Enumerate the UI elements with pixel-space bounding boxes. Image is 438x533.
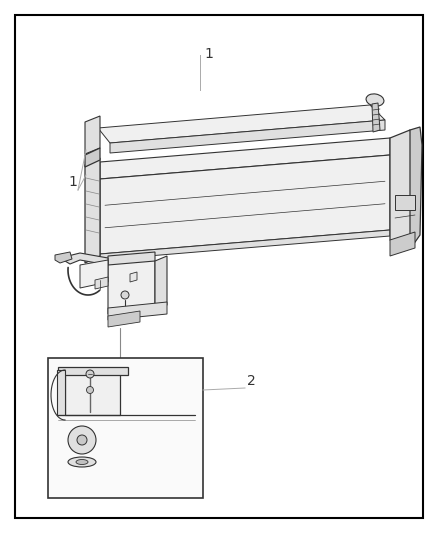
Polygon shape (390, 232, 415, 256)
Ellipse shape (68, 457, 96, 467)
Circle shape (68, 426, 96, 454)
Polygon shape (372, 103, 380, 132)
Polygon shape (85, 148, 100, 167)
Polygon shape (108, 261, 155, 314)
Polygon shape (100, 138, 390, 179)
Bar (395, 195, 415, 210)
Polygon shape (98, 105, 385, 143)
Polygon shape (60, 253, 108, 265)
Polygon shape (95, 277, 108, 289)
Polygon shape (85, 116, 100, 154)
Polygon shape (410, 127, 422, 245)
Ellipse shape (76, 459, 88, 464)
Polygon shape (155, 256, 167, 310)
Polygon shape (58, 367, 128, 375)
Polygon shape (108, 311, 140, 327)
Polygon shape (108, 252, 155, 269)
Polygon shape (80, 260, 108, 288)
Polygon shape (100, 230, 390, 260)
Ellipse shape (366, 94, 384, 106)
Polygon shape (85, 158, 100, 263)
Text: 1: 1 (204, 47, 213, 61)
Polygon shape (108, 302, 167, 320)
Polygon shape (130, 272, 137, 282)
Text: 2: 2 (247, 374, 256, 388)
Circle shape (77, 435, 87, 445)
Polygon shape (110, 120, 385, 153)
Bar (48, 358, 203, 498)
Polygon shape (65, 370, 120, 415)
Polygon shape (100, 155, 390, 254)
Polygon shape (57, 370, 65, 415)
Circle shape (86, 370, 94, 378)
Text: 1: 1 (68, 175, 77, 189)
Circle shape (121, 291, 129, 299)
Circle shape (86, 386, 93, 393)
Polygon shape (55, 252, 72, 263)
Polygon shape (390, 130, 415, 245)
